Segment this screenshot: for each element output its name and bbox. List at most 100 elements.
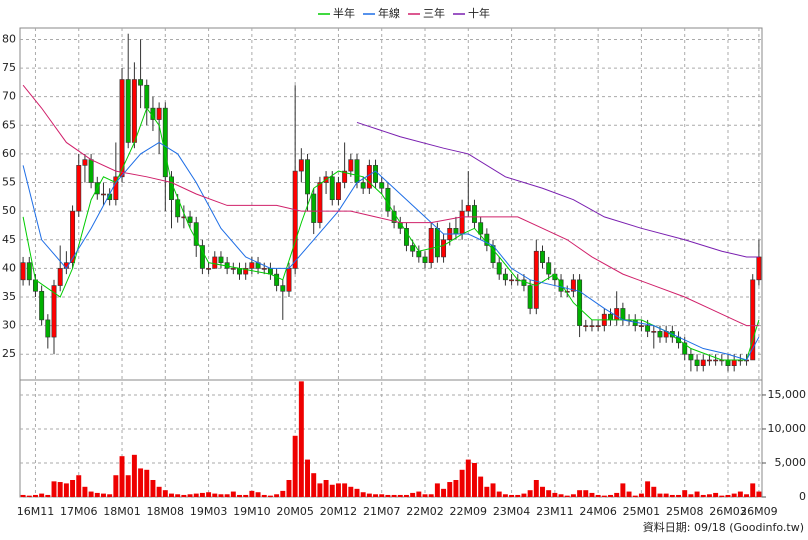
volume-bar — [101, 493, 106, 497]
volume-bar — [515, 494, 521, 497]
volume-bar — [521, 493, 527, 497]
candle-body — [342, 170, 348, 183]
volume-bar — [472, 462, 477, 497]
volume-bar — [267, 495, 273, 497]
x-tick-label: 25M01 — [623, 505, 661, 518]
volume-bar — [224, 494, 230, 497]
volume-bar — [657, 493, 663, 497]
volume-bar — [700, 494, 706, 497]
volume-bar — [218, 494, 224, 497]
volume-bar — [403, 494, 409, 497]
x-tick-label: 19M03 — [190, 505, 228, 518]
candle-body — [230, 268, 236, 270]
volume-bar — [416, 491, 422, 497]
candle-body — [434, 228, 440, 258]
volume-bar — [465, 459, 471, 497]
volume-bar — [397, 494, 403, 497]
candle-body — [595, 325, 601, 327]
volume-bar — [249, 490, 255, 497]
candle-body — [32, 279, 38, 292]
volume-bar — [20, 494, 26, 497]
ma-line — [356, 121, 759, 258]
candle-body — [144, 84, 150, 109]
volume-bar — [744, 494, 750, 497]
candle-body — [589, 325, 595, 327]
volume-bar — [199, 492, 205, 497]
candle-body — [212, 256, 218, 269]
volume-bar — [94, 492, 100, 497]
candle-body — [249, 262, 255, 269]
candle-body — [725, 359, 731, 366]
volume-bar — [63, 483, 69, 497]
candle-body — [416, 250, 422, 258]
volume-bar — [478, 476, 484, 497]
candle-body — [540, 250, 545, 263]
candle-body — [206, 268, 212, 270]
volume-bar — [360, 492, 366, 497]
candle-body — [82, 159, 88, 166]
candle-body — [292, 170, 298, 269]
candle-body — [577, 279, 583, 326]
candle-body — [101, 193, 106, 196]
candle-body — [509, 279, 515, 282]
y2-tick-label: 5,000 — [775, 456, 807, 469]
volume-bar — [366, 493, 372, 497]
volume-bar — [150, 479, 156, 497]
candle-body — [657, 331, 663, 338]
volume-bar — [305, 459, 310, 497]
volume-bar — [107, 494, 113, 497]
y-tick-label: 35 — [2, 290, 16, 303]
candle-body — [138, 79, 144, 86]
volume-bar — [484, 486, 490, 497]
volume-bar — [682, 490, 688, 497]
candle-body — [706, 359, 712, 362]
volume-bar — [348, 486, 354, 497]
volume-bar — [434, 483, 440, 497]
candle-body — [688, 353, 694, 361]
volume-bar — [261, 494, 267, 497]
candle-body — [645, 325, 651, 332]
candle-body — [131, 79, 137, 143]
volume-bar — [620, 483, 626, 497]
volume-bar — [323, 479, 329, 497]
candle-body — [76, 165, 82, 212]
volume-bar — [422, 494, 428, 497]
candle-body — [527, 285, 533, 309]
y-tick-label: 50 — [2, 204, 16, 217]
volume-bar — [527, 490, 533, 497]
volume-bar — [57, 482, 63, 497]
volume-bar — [410, 492, 416, 497]
candle-body — [156, 107, 162, 120]
candle-body — [459, 210, 465, 235]
candle-body — [700, 359, 706, 366]
volume-bar — [713, 492, 719, 497]
candle-body — [502, 273, 508, 281]
volume-bar — [329, 484, 335, 497]
candle-body — [570, 279, 576, 292]
candle-body — [403, 228, 409, 246]
volume-bar — [459, 469, 465, 497]
candle-body — [237, 268, 242, 275]
volume-bar — [496, 491, 502, 497]
candle-body — [756, 256, 762, 281]
candle-body — [360, 182, 366, 189]
volume-bar — [286, 479, 292, 497]
volume-bar — [632, 495, 638, 497]
volume-bar — [626, 491, 632, 497]
x-tick-label: 22M02 — [406, 505, 444, 518]
volume-bar — [428, 494, 434, 497]
candle-body — [70, 210, 76, 263]
candle-body — [193, 222, 199, 246]
candle-body — [373, 165, 379, 183]
volume-bar — [756, 491, 762, 497]
x-tick-label: 19M10 — [233, 505, 271, 518]
volume-bar — [663, 493, 669, 497]
volume-bar — [342, 483, 348, 497]
candle-body — [694, 359, 700, 366]
volume-bar — [354, 488, 360, 497]
volume-bar — [193, 493, 199, 497]
candle-body — [478, 222, 484, 235]
candle-body — [45, 319, 51, 338]
x-tick-label: 24M06 — [579, 505, 617, 518]
